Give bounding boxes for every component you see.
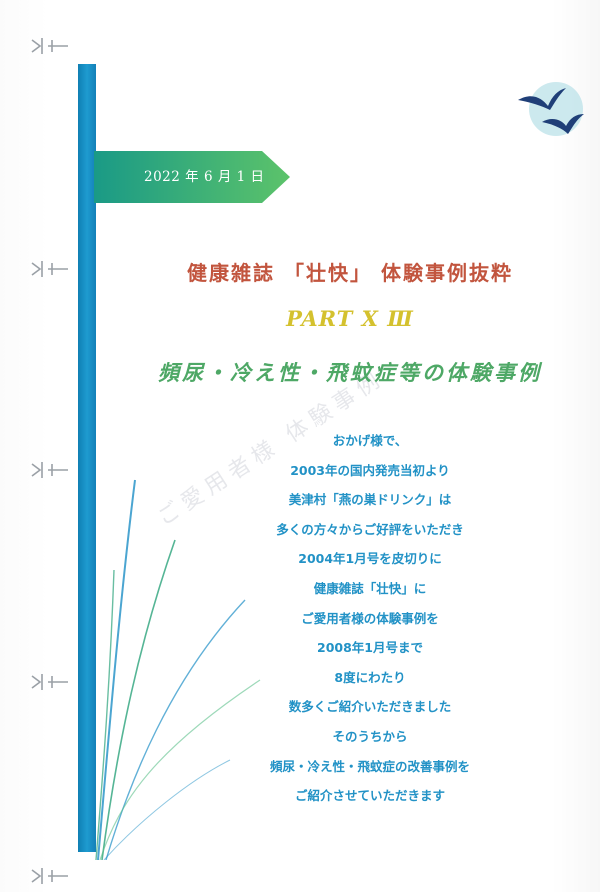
body-line: 頻尿・冷え性・飛蚊症の改善事例を	[269, 758, 470, 774]
swallows-logo-icon	[518, 82, 584, 136]
binder-clip-icon	[30, 460, 70, 480]
body-line: ご紹介させていただきます	[294, 788, 445, 804]
body-line: 数多くご紹介いただきました	[288, 699, 452, 715]
body-line: 多くの方々からご好評をいただき	[276, 521, 464, 537]
body-line: 健康雑誌「壮快」に	[313, 580, 427, 596]
body-line: おかげ様で、	[332, 433, 408, 448]
page-subtitle: 頻尿・冷え性・飛蚊症等の体験事例	[158, 360, 542, 385]
page-title: 健康雑誌 「壮快」 体験事例抜粋	[187, 261, 513, 285]
body-line: 美津村「燕の巣ドリンク」は	[288, 492, 452, 508]
body-line: ご愛用者様の体験事例を	[301, 610, 439, 626]
grass-decoration	[95, 479, 261, 860]
binder-clip-icon	[30, 672, 70, 692]
body-line: 2004年1月号を皮切りに	[298, 551, 442, 567]
body-line: 8度にわたり	[334, 669, 406, 685]
binder-clip-icon	[30, 866, 70, 886]
body-line: そのうちから	[332, 728, 408, 744]
binder-clip-icon	[30, 259, 70, 279]
part-label: PART X Ⅲ	[286, 306, 414, 331]
body-line: 2008年1月号まで	[317, 640, 423, 656]
binder-clip-icon	[30, 36, 70, 56]
date-label: 2022 年 6 月 1 日	[144, 169, 265, 185]
body-line: 2003年の国内発売当初より	[290, 462, 450, 478]
date-ribbon: 2022 年 6 月 1 日	[94, 151, 290, 203]
vertical-accent-bar	[78, 64, 96, 852]
body-text: おかげ様で、 2003年の国内発売当初より 美津村「燕の巣ドリンク」は 多くの方…	[200, 426, 540, 811]
